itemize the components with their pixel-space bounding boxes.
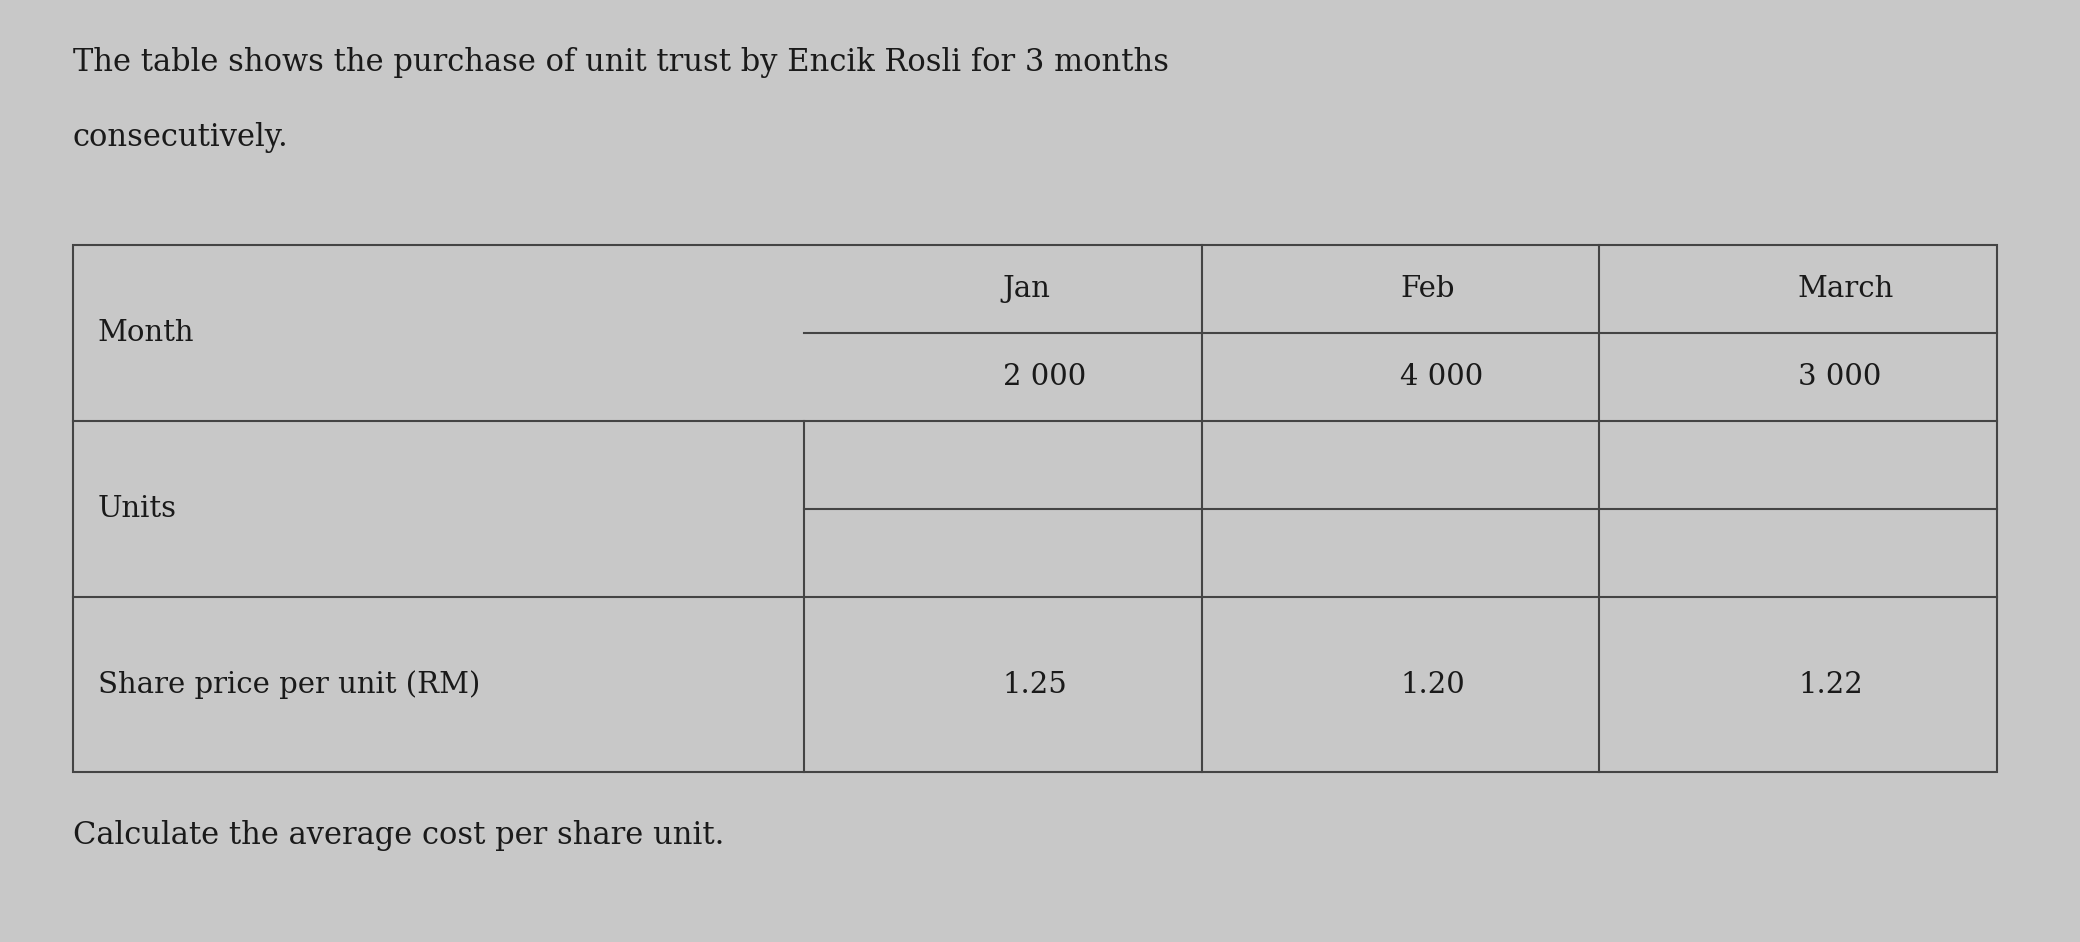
Text: Share price per unit (RM): Share price per unit (RM) xyxy=(98,670,480,699)
Text: 1.25: 1.25 xyxy=(1003,671,1067,699)
Text: March: March xyxy=(1797,275,1895,303)
Text: 2 000: 2 000 xyxy=(1003,363,1086,391)
Text: Calculate the average cost per share unit.: Calculate the average cost per share uni… xyxy=(73,820,724,851)
Text: 1.22: 1.22 xyxy=(1797,671,1864,699)
Text: 4 000: 4 000 xyxy=(1400,363,1483,391)
Text: The table shows the purchase of unit trust by Encik Rosli for 3 months: The table shows the purchase of unit tru… xyxy=(73,47,1169,78)
Text: Month: Month xyxy=(98,318,193,347)
Bar xyxy=(73,245,1997,772)
Text: 1.20: 1.20 xyxy=(1400,671,1464,699)
Text: Feb: Feb xyxy=(1400,275,1454,303)
Text: consecutively.: consecutively. xyxy=(73,122,289,154)
Text: 3 000: 3 000 xyxy=(1797,363,1882,391)
Text: Jan: Jan xyxy=(1003,275,1050,303)
Text: Units: Units xyxy=(98,495,177,523)
